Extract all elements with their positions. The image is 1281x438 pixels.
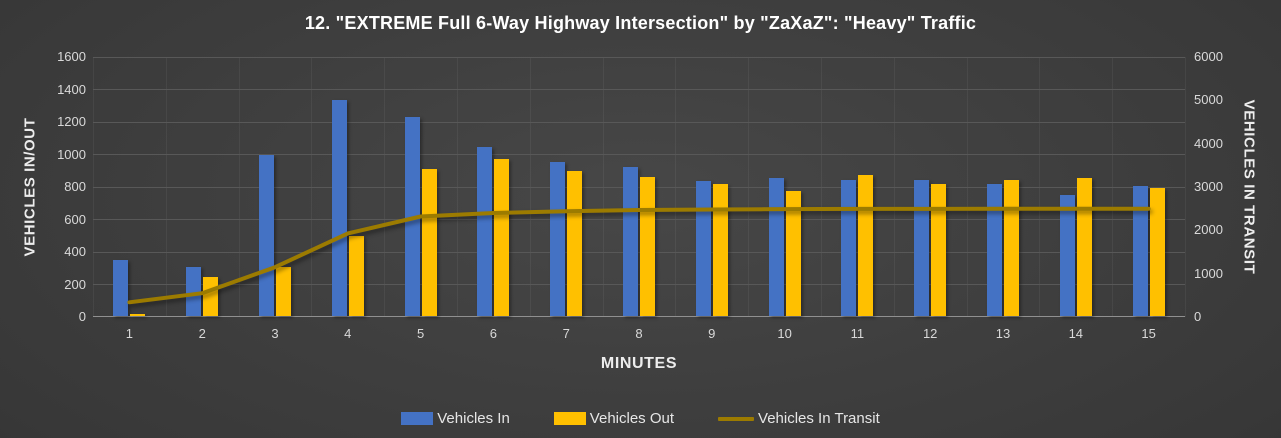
legend-item-vehicles-in-transit: Vehicles In Transit <box>718 410 880 427</box>
bar-vehicles-out <box>931 184 947 316</box>
bar-vehicles-out <box>494 159 510 316</box>
bar-vehicles-in <box>841 179 857 316</box>
gridline-horizontal <box>93 121 1185 123</box>
bar-vehicles-in <box>914 179 930 316</box>
legend-label-vehicles-out: Vehicles Out <box>589 410 675 427</box>
bar-vehicles-in <box>331 99 347 316</box>
x-tick-label: 7 <box>562 326 570 341</box>
bar-vehicles-out <box>712 184 728 316</box>
y-left-tick-label: 0 <box>78 309 86 324</box>
bar-vehicles-in <box>1059 194 1075 316</box>
y-left-tick-label: 600 <box>64 211 86 227</box>
bar-vehicles-in <box>987 184 1002 316</box>
y-right-tick-label: 1000 <box>1194 265 1223 281</box>
x-tick-label: 6 <box>489 326 498 341</box>
x-tick-label: 10 <box>777 326 792 341</box>
x-axis-line <box>93 316 1185 317</box>
bar-vehicles-in <box>477 147 493 316</box>
bar-vehicles-in <box>1132 186 1148 316</box>
line-vehicles-in-transit <box>127 206 1151 305</box>
x-tick-label: 3 <box>271 326 279 341</box>
y-right-tick-label: 3000 <box>1194 179 1223 194</box>
plot-area <box>93 56 1186 317</box>
x-tick-label: 15 <box>1141 326 1156 341</box>
bar-vehicles-in <box>259 155 274 316</box>
y-left-tick-label: 1400 <box>57 81 86 97</box>
bar-vehicles-out <box>1076 177 1092 316</box>
bar-vehicles-in <box>768 177 784 316</box>
gridline-horizontal <box>93 56 1185 58</box>
bar-vehicles-out <box>567 171 583 316</box>
bar-vehicles-out <box>348 236 364 316</box>
bar-vehicles-in <box>695 181 711 316</box>
gridline-vertical <box>1185 57 1186 317</box>
y-left-tick-label: 800 <box>64 179 86 194</box>
bar-vehicles-in <box>186 267 202 316</box>
bar-vehicles-in <box>550 162 566 316</box>
gridline-horizontal <box>93 89 1185 90</box>
x-tick-label: 5 <box>416 326 425 341</box>
bar-vehicles-out <box>276 267 291 316</box>
x-tick-label: 8 <box>635 326 643 341</box>
y-right-tick-label: 0 <box>1194 309 1202 324</box>
gridline-horizontal <box>93 154 1185 155</box>
gridline-horizontal <box>93 284 1185 285</box>
x-tick-label: 9 <box>708 326 716 341</box>
legend-item-vehicles-out: Vehicles Out <box>553 410 675 427</box>
chart-title: 12. "EXTREME Full 6-Way Highway Intersec… <box>304 13 977 33</box>
bar-vehicles-out <box>1004 179 1019 316</box>
x-tick-label: 1 <box>125 326 134 341</box>
y-left-tick-label: 1200 <box>57 114 86 129</box>
y-right-tick-label: 4000 <box>1194 135 1223 151</box>
y-right-tick-label: 5000 <box>1194 92 1223 108</box>
y-left-tick-label: 400 <box>64 244 86 259</box>
bar-vehicles-out <box>130 314 146 316</box>
gridline-horizontal <box>93 251 1185 253</box>
legend-swatch-vehicles-in <box>401 412 434 425</box>
legend-item-vehicles-in: Vehicles In <box>401 410 510 427</box>
y-right-tick-label: 6000 <box>1194 49 1223 64</box>
bar-vehicles-out <box>1149 188 1165 316</box>
x-tick-label: 14 <box>1068 326 1084 341</box>
legend-swatch-vehicles-out <box>553 412 586 425</box>
y-axis-left-title: VEHICLES IN/OUT <box>21 117 39 257</box>
y-axis-right-title: VEHICLES IN TRANSIT <box>1240 99 1258 275</box>
legend-label-vehicles-in: Vehicles In <box>437 410 510 427</box>
x-tick-label: 13 <box>995 326 1011 341</box>
bar-vehicles-in <box>113 259 129 316</box>
bar-vehicles-out <box>421 168 437 316</box>
legend-swatch-vehicles-in-transit <box>718 416 755 421</box>
gridline-horizontal <box>93 186 1185 188</box>
x-axis-title: MINUTES <box>600 355 678 372</box>
legend: Vehicles In Vehicles Out Vehicles In Tra… <box>0 410 1281 427</box>
gridline-horizontal <box>93 219 1185 220</box>
x-tick-label: 11 <box>850 326 865 341</box>
bar-vehicles-in <box>623 166 638 316</box>
y-left-tick-label: 1600 <box>57 49 86 64</box>
x-tick-label: 12 <box>922 326 938 341</box>
y-right-tick-label: 2000 <box>1194 222 1223 238</box>
x-tick-label: 2 <box>198 326 206 341</box>
legend-label-vehicles-in-transit: Vehicles In Transit <box>758 410 880 427</box>
y-left-tick-label: 200 <box>64 276 86 292</box>
bar-vehicles-out <box>785 190 801 316</box>
y-left-tick-label: 1000 <box>57 146 86 162</box>
x-tick-label: 4 <box>344 326 352 341</box>
